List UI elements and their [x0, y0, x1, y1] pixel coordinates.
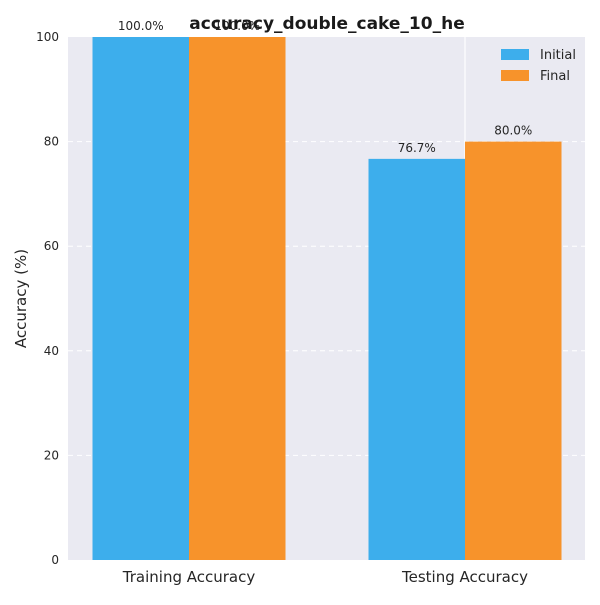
y-axis-ticks: 0 20 40 60 80 100	[36, 30, 59, 567]
y-tick-label: 0	[51, 553, 59, 567]
y-tick-label: 20	[44, 448, 59, 462]
chart-title: accuracy_double_cake_10_he	[189, 14, 464, 34]
bar-initial-0	[92, 37, 189, 560]
data-labels: 100.0% 76.7% 100.0% 80.0%	[118, 19, 532, 155]
bar-final-0	[189, 37, 286, 560]
y-tick-label: 40	[44, 344, 59, 358]
y-tick-label: 100	[36, 30, 59, 44]
legend-label-initial: Initial	[540, 48, 576, 63]
y-axis-label: Accuracy (%)	[12, 249, 30, 348]
legend-swatch-initial	[501, 49, 529, 60]
bars	[92, 37, 562, 560]
bar-initial-1	[368, 158, 465, 560]
data-label-initial-0: 100.0%	[118, 19, 164, 33]
data-label-final-1: 80.0%	[494, 124, 532, 138]
x-tick-label: Training Accuracy	[122, 568, 256, 586]
data-label-initial-1: 76.7%	[398, 141, 436, 155]
bar-final-1	[465, 141, 562, 560]
x-tick-label: Testing Accuracy	[401, 568, 528, 586]
legend-swatch-final	[501, 70, 529, 81]
y-tick-label: 60	[44, 239, 59, 253]
legend: Initial Final	[501, 48, 576, 84]
legend-label-final: Final	[540, 69, 570, 84]
y-tick-label: 80	[44, 135, 59, 149]
data-label-final-0: 100.0%	[214, 19, 260, 33]
x-axis-ticks: Training Accuracy Testing Accuracy	[122, 568, 528, 586]
